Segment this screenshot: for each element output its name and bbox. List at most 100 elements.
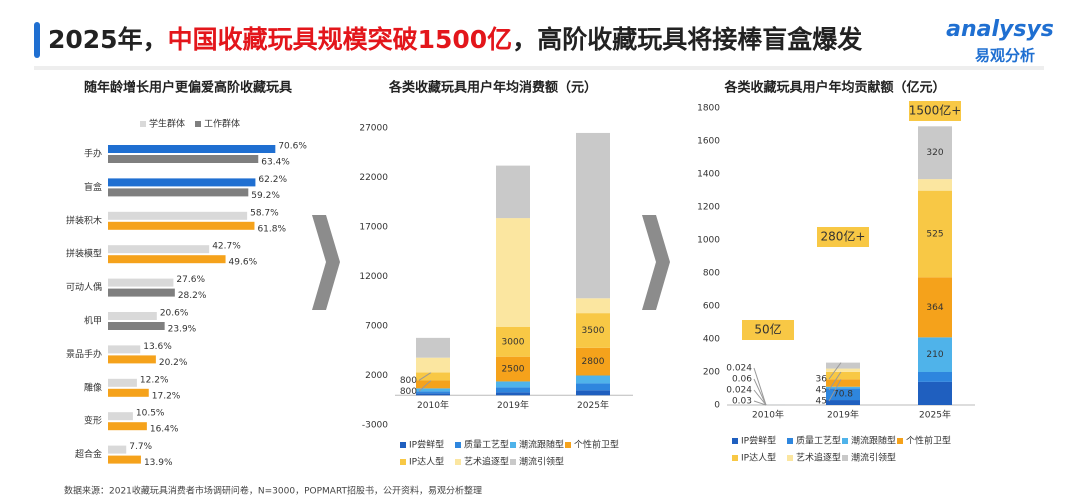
legend-label: 潮流引领型 — [851, 452, 896, 464]
bar-segment — [416, 380, 450, 389]
legend-swatch — [842, 455, 848, 461]
legend-swatch — [140, 121, 146, 127]
y-tick-label: 400 — [703, 335, 720, 345]
y-tick-label: 0 — [714, 401, 720, 411]
bar — [108, 388, 149, 397]
value-label: 70.8 — [833, 390, 853, 400]
value-label: 800 — [400, 387, 417, 397]
value-label: 0.06 — [732, 375, 752, 385]
bar — [108, 178, 256, 187]
y-tick-label: 7000 — [365, 322, 388, 332]
value-label: 7.7% — [129, 442, 152, 452]
legend-label: 艺术追逐型 — [796, 452, 841, 464]
leader-line — [418, 380, 432, 392]
legend-swatch — [455, 459, 461, 465]
y-tick-label: 1400 — [697, 170, 720, 180]
bar-segment — [918, 381, 952, 405]
value-label: 27.6% — [176, 275, 205, 285]
legend-label: IP尝鲜型 — [741, 435, 776, 447]
legend-swatch — [195, 121, 201, 127]
category-label: 拼装积木 — [66, 214, 102, 226]
category-label: 盲盒 — [84, 181, 102, 193]
bar-segment — [416, 357, 450, 373]
legend-swatch — [897, 438, 903, 444]
bar — [108, 455, 141, 464]
bar — [108, 355, 156, 364]
legend-label: IP尝鲜型 — [409, 439, 444, 451]
value-label: 20.6% — [160, 309, 189, 319]
value-label: 42.7% — [212, 242, 241, 252]
legend-swatch — [732, 455, 738, 461]
value-label: 45 — [816, 386, 827, 396]
bar — [108, 145, 276, 153]
x-tick-label: 2010年 — [752, 409, 784, 421]
bar-segment — [576, 347, 610, 376]
y-tick-label: 1000 — [697, 236, 720, 246]
annotation-box — [909, 101, 961, 121]
bar — [108, 422, 147, 431]
chart-title: 随年龄增长用户更偏爱高阶收藏玩具 — [84, 80, 292, 96]
category-label: 雕像 — [84, 381, 102, 393]
legend-swatch — [842, 438, 848, 444]
value-label: 70.6% — [278, 142, 307, 152]
legend-swatch — [510, 459, 516, 465]
bar-segment — [918, 126, 952, 180]
value-label: 210 — [926, 350, 943, 360]
legend-swatch — [732, 438, 738, 444]
y-tick-label: 17000 — [359, 223, 388, 233]
title-part: 中国收藏玩具规模突破1500亿 — [168, 25, 513, 54]
legend-label: 个性前卫型 — [906, 435, 951, 447]
bar — [108, 188, 249, 197]
bar — [108, 445, 127, 454]
value-label: 3000 — [502, 337, 525, 347]
value-label: 63.4% — [261, 158, 290, 168]
leader-line — [753, 389, 767, 406]
value-label: 13.9% — [144, 458, 173, 468]
bar-segment — [416, 391, 450, 394]
value-label: 23.9% — [168, 325, 197, 335]
leader-line — [753, 400, 767, 406]
y-tick-label: 27000 — [359, 124, 388, 134]
arrow — [312, 215, 340, 310]
value-label: 36 — [816, 375, 828, 385]
y-tick-label: 1800 — [697, 104, 720, 114]
y-tick-label: 600 — [703, 302, 720, 312]
bar-segment — [496, 165, 530, 219]
legend-label: 个性前卫型 — [574, 439, 619, 451]
bar-segment — [826, 400, 860, 405]
category-label: 手办 — [84, 148, 102, 160]
category-label: 可动人偶 — [66, 281, 102, 293]
y-tick-label: 12000 — [359, 272, 388, 282]
legend-swatch — [787, 455, 793, 461]
annotation: 280亿+ — [821, 229, 866, 244]
value-label: 13.6% — [143, 342, 172, 352]
bar-segment — [918, 190, 952, 278]
y-tick-label: 800 — [703, 269, 720, 279]
legend-swatch — [400, 442, 406, 448]
value-label: 320 — [926, 148, 943, 158]
bar — [108, 412, 133, 421]
bar-segment — [576, 383, 610, 391]
value-label: 0.024 — [726, 364, 752, 374]
value-label: 49.6% — [229, 258, 258, 268]
legend-label: 学生群体 — [149, 118, 185, 130]
legend-label: 艺术追逐型 — [464, 456, 509, 468]
value-label: 2800 — [582, 357, 605, 367]
bar — [108, 278, 174, 287]
y-tick-label: 22000 — [359, 173, 388, 183]
value-label: 58.7% — [250, 208, 279, 218]
category-label: 景品手办 — [66, 348, 102, 360]
legend-label: 质量工艺型 — [464, 439, 509, 451]
bar-segment — [496, 218, 530, 327]
bar-segment — [416, 372, 450, 381]
value-label: 0.024 — [726, 386, 752, 396]
value-label: 3500 — [582, 326, 605, 336]
legend-label: IP达人型 — [409, 456, 444, 468]
bar-segment — [918, 179, 952, 191]
category-label: 拼装模型 — [66, 248, 102, 260]
leader-line — [828, 379, 842, 402]
x-tick-label: 2025年 — [577, 399, 609, 411]
leader-line — [828, 362, 842, 380]
y-tick-label: 1200 — [697, 203, 720, 213]
